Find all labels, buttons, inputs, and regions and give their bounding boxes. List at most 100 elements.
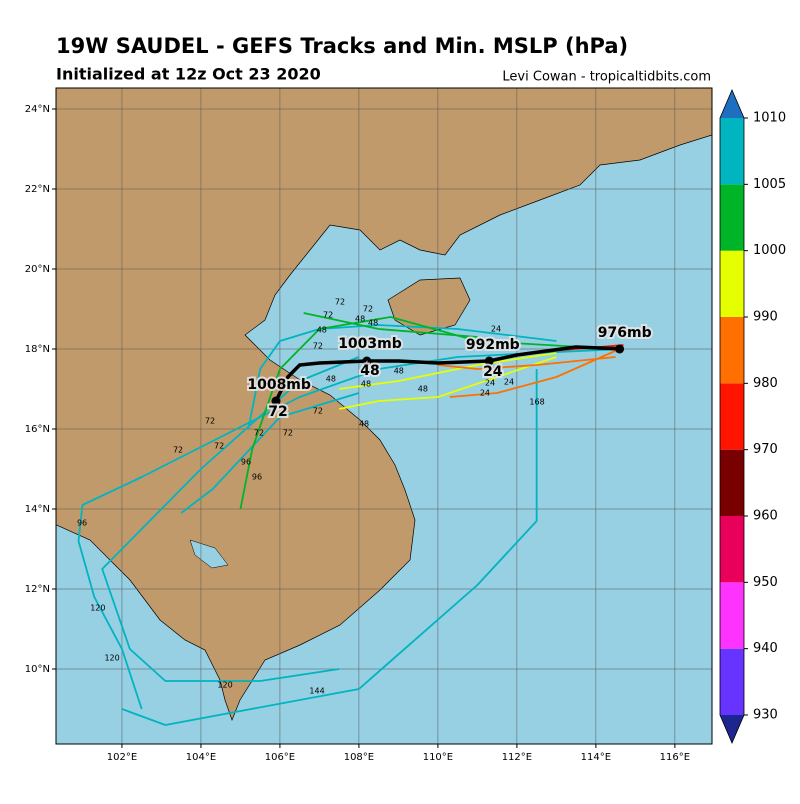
subtitle: Initialized at 12z Oct 23 2020 xyxy=(56,65,321,84)
colorbar-tick-label: 970 xyxy=(753,442,778,457)
hour-label: 96 xyxy=(252,473,262,482)
colorbar-band xyxy=(720,648,744,715)
hour-label: 96 xyxy=(77,519,87,528)
y-tick-label: 16°N xyxy=(25,424,50,435)
hour-label: 24 xyxy=(485,379,495,388)
ensemble-track xyxy=(449,348,620,398)
y-tick-label: 20°N xyxy=(25,264,50,275)
colorbar-tick-label: 950 xyxy=(753,575,778,590)
hour-label: 48 xyxy=(317,326,327,335)
hour-label: 24 xyxy=(480,389,490,398)
mean-label: 976mb xyxy=(598,325,652,341)
hainan xyxy=(387,277,471,336)
grid xyxy=(56,88,712,744)
ensemble-track xyxy=(339,352,557,390)
mean-point xyxy=(362,356,372,366)
colorbar-tick-label: 1005 xyxy=(753,177,786,192)
y-tick-label: 14°N xyxy=(25,504,50,515)
x-tick-label: 104°E xyxy=(186,752,216,763)
hour-label: 72 xyxy=(313,341,323,350)
ensemble-track xyxy=(101,356,360,682)
colorbar-tick-label: 980 xyxy=(753,376,778,391)
tracks xyxy=(77,312,624,726)
y-tick-label: 10°N xyxy=(25,664,50,675)
mean-label: 24 xyxy=(483,364,503,380)
axes: 102°E 104°E 106°E 108°E 110°E 112°E 114°E 116°E… xyxy=(25,104,690,763)
colorbar-tick-label: 960 xyxy=(753,509,778,524)
colorbar-over xyxy=(720,90,744,118)
hour-label: 72 xyxy=(173,446,183,455)
hour-label: 48 xyxy=(326,375,336,384)
hour-label: 120 xyxy=(217,681,232,690)
mean-point xyxy=(615,344,625,354)
hour-label: 72 xyxy=(254,429,264,438)
colorbar-tick-label: 940 xyxy=(753,641,778,656)
hour-label: 168 xyxy=(529,397,544,406)
hour-label: 24 xyxy=(491,325,501,334)
hour-label: 72 xyxy=(214,441,224,450)
hour-label: 24 xyxy=(504,377,514,386)
ensemble-track xyxy=(180,392,360,514)
title: 19W SAUDEL - GEFS Tracks and Min. MSLP (… xyxy=(56,34,628,58)
hour-label: 48 xyxy=(418,385,428,394)
hour-label: 96 xyxy=(241,458,251,467)
x-tick-label: 114°E xyxy=(581,752,611,763)
mean-track xyxy=(274,345,624,402)
hour-label: 72 xyxy=(363,305,373,314)
hour-label: 120 xyxy=(104,654,119,663)
map-frame xyxy=(55,87,713,745)
hour-label: 48 xyxy=(368,319,378,328)
lake xyxy=(189,539,229,569)
mean-label: 48 xyxy=(360,363,379,379)
y-tick-label: 22°N xyxy=(25,184,50,195)
ensemble-track xyxy=(338,356,557,410)
hour-label: 120 xyxy=(90,604,105,613)
colorbar: 930 940 950 960 970 980 990 1000 1005 1010 xyxy=(719,88,786,745)
ensemble-track xyxy=(77,348,624,710)
x-tick-label: 112°E xyxy=(502,752,532,763)
hour-label: 48 xyxy=(394,367,404,376)
ensemble-track xyxy=(121,369,538,726)
hour-label: 72 xyxy=(313,407,323,416)
ensemble-track xyxy=(303,312,478,338)
hour-label: 72 xyxy=(335,298,345,307)
y-tick-label: 18°N xyxy=(25,344,50,355)
colorbar-band xyxy=(720,449,744,516)
mean-label: 992mb xyxy=(466,337,520,353)
credit: Levi Cowan - tropicaltidbits.com xyxy=(502,70,711,85)
hour-label: 72 xyxy=(283,429,293,438)
y-tick-label: 24°N xyxy=(25,104,50,115)
hour-label: 72 xyxy=(323,311,333,320)
hour-label: 72 xyxy=(205,417,215,426)
colorbar-band xyxy=(720,582,744,649)
hour-label: 48 xyxy=(359,419,369,428)
mean-label: 72 xyxy=(268,404,287,420)
colorbar-band xyxy=(720,184,744,251)
mean-label: 1003mb xyxy=(338,336,402,352)
hour-label: 48 xyxy=(361,379,371,388)
mean-point xyxy=(484,356,494,366)
hour-label: 144 xyxy=(309,687,324,696)
colorbar-tick-label: 1000 xyxy=(753,243,786,258)
colorbar-tick-label: 990 xyxy=(753,310,778,325)
x-tick-label: 116°E xyxy=(660,752,690,763)
colorbar-tick-label: 1010 xyxy=(753,111,786,126)
colorbar-tick-label: 930 xyxy=(753,708,778,723)
x-tick-label: 108°E xyxy=(344,752,374,763)
x-tick-label: 106°E xyxy=(265,752,295,763)
mean-point xyxy=(271,396,281,406)
colorbar-band xyxy=(720,516,744,583)
ensemble-track xyxy=(239,316,616,510)
colorbar-band xyxy=(720,250,744,317)
colorbar-band xyxy=(720,118,744,185)
x-tick-label: 110°E xyxy=(423,752,453,763)
y-tick-label: 12°N xyxy=(25,584,50,595)
colorbar-band xyxy=(720,317,744,384)
ensemble-track xyxy=(437,356,616,370)
colorbar-under xyxy=(720,715,744,743)
x-tick-label: 102°E xyxy=(107,752,137,763)
mean-label: 1008mb xyxy=(247,377,311,393)
